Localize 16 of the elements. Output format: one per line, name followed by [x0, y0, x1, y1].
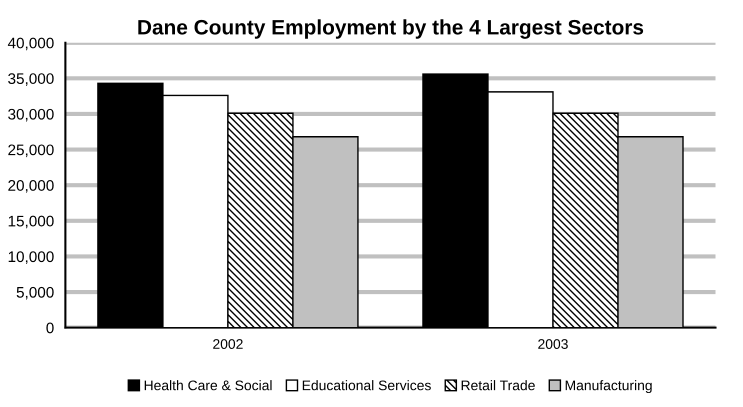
chart-title: Dane County Employment by the 4 Largest Sectors	[138, 19, 644, 39]
legend-label: Health Care & Social	[144, 380, 272, 390]
y-tick-label: 30,000	[8, 108, 54, 122]
legend-label: Manufacturing	[566, 380, 652, 394]
y-tick-label: 10,000	[8, 251, 54, 264]
x-tick-label: 2003	[538, 339, 568, 349]
y-tick-label: 25,000	[8, 144, 54, 158]
y-tick-label: 15,000	[8, 216, 54, 228]
y-tick-label: 40,000	[8, 38, 54, 50]
legend-label: Retail Trade	[462, 380, 535, 390]
y-tick-label: 5,000	[16, 286, 54, 300]
y-tick-label: 0	[46, 322, 54, 334]
legend-label: Educational Services	[302, 380, 431, 390]
y-tick-label: 35,000	[8, 73, 54, 86]
y-tick-label: 20,000	[8, 180, 54, 193]
x-tick-label: 2002	[213, 339, 243, 349]
